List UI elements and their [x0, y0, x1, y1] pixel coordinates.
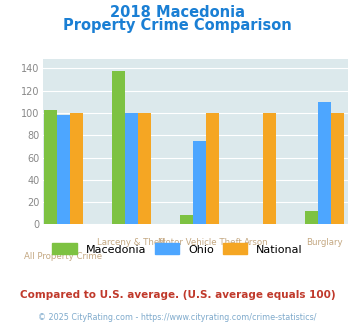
- Text: 2018 Macedonia: 2018 Macedonia: [110, 5, 245, 20]
- Text: All Property Crime: All Property Crime: [24, 252, 102, 261]
- Text: Compared to U.S. average. (U.S. average equals 100): Compared to U.S. average. (U.S. average …: [20, 290, 335, 300]
- Bar: [263, 113, 275, 224]
- Bar: [125, 113, 138, 224]
- Bar: [112, 71, 125, 224]
- Bar: [138, 113, 151, 224]
- Text: Larceny & Theft: Larceny & Theft: [97, 238, 166, 247]
- Text: Motor Vehicle Theft: Motor Vehicle Theft: [158, 238, 242, 247]
- Bar: [57, 115, 70, 224]
- Text: Arson: Arson: [244, 238, 268, 247]
- Bar: [206, 113, 219, 224]
- Bar: [331, 113, 344, 224]
- Bar: [318, 102, 331, 224]
- Text: © 2025 CityRating.com - https://www.cityrating.com/crime-statistics/: © 2025 CityRating.com - https://www.city…: [38, 314, 317, 322]
- Legend: Macedonia, Ohio, National: Macedonia, Ohio, National: [47, 238, 308, 260]
- Bar: [180, 215, 193, 224]
- Bar: [305, 211, 318, 224]
- Bar: [70, 113, 83, 224]
- Bar: [44, 110, 57, 224]
- Bar: [193, 141, 206, 224]
- Text: Property Crime Comparison: Property Crime Comparison: [63, 18, 292, 33]
- Text: Burglary: Burglary: [306, 238, 343, 247]
